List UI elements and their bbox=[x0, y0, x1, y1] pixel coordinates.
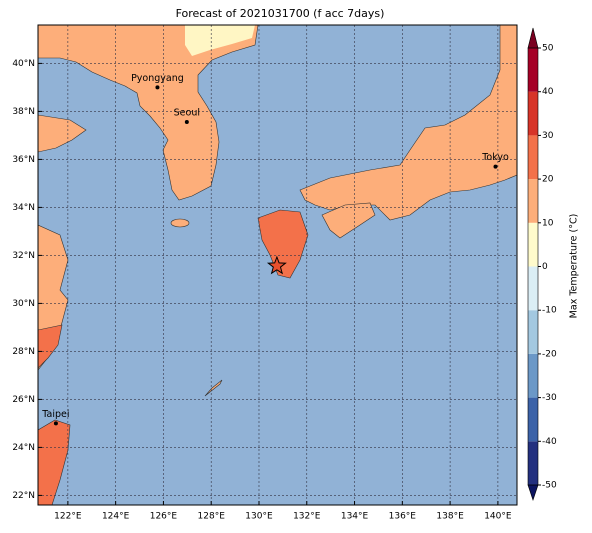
colorbar-bin bbox=[528, 266, 538, 311]
colorbar-bin bbox=[528, 179, 538, 223]
shikoku bbox=[321, 202, 376, 239]
colorbar-tick-label: 10 bbox=[542, 218, 554, 228]
lon-tick-label: 124°E bbox=[102, 512, 130, 522]
shandong bbox=[38, 114, 87, 153]
lat-tick-label: 40°N bbox=[12, 59, 35, 69]
colorbar-label: Max Temperature (°C) bbox=[569, 214, 580, 319]
lat-tick-label: 32°N bbox=[12, 251, 35, 261]
colorbar-bin bbox=[528, 135, 538, 180]
city-label: Seoul bbox=[174, 107, 200, 118]
okinawa bbox=[204, 379, 223, 397]
lat-tick-label: 24°N bbox=[12, 443, 35, 453]
city-dot bbox=[493, 164, 498, 169]
graticule bbox=[38, 25, 517, 505]
colorbar-bin bbox=[528, 91, 538, 136]
lon-tick-label: 128°E bbox=[198, 512, 226, 522]
lon-tick-label: 134°E bbox=[341, 512, 369, 522]
city-label: Taipei bbox=[41, 409, 69, 420]
colorbar-tick-label: -30 bbox=[542, 393, 557, 403]
colorbar-tick-label: -40 bbox=[542, 437, 557, 447]
lon-tick-label: 132°E bbox=[293, 512, 321, 522]
lon-tick-label: 130°E bbox=[245, 512, 273, 522]
lon-tick-label: 140°E bbox=[484, 512, 512, 522]
colorbar-bin bbox=[528, 222, 538, 267]
colorbar-tick-label: -50 bbox=[542, 481, 557, 491]
colorbar-bin bbox=[528, 353, 538, 398]
lat-tick-label: 28°N bbox=[12, 347, 35, 357]
colorbar-tick-label: -20 bbox=[542, 349, 557, 359]
china-coast-warm bbox=[38, 324, 63, 369]
city-dot bbox=[155, 85, 160, 90]
overlay: 122°E 124°E 126°E 128°E 130°E 132°E 134°E 136°E… bbox=[12, 27, 580, 522]
colorbar-tick-label: -10 bbox=[542, 306, 557, 316]
lon-tick-label: 122°E bbox=[54, 512, 82, 522]
colorbar-tick-label: 30 bbox=[542, 131, 554, 141]
colorbar-tick-label: 20 bbox=[542, 175, 554, 185]
map-area bbox=[38, 25, 517, 505]
city-label: Tokyo bbox=[481, 152, 509, 163]
cool-patch bbox=[185, 25, 255, 56]
kyushu bbox=[257, 209, 309, 279]
lat-tick-label: 26°N bbox=[12, 395, 35, 405]
city-dot bbox=[53, 421, 58, 426]
lon-tick-label: 136°E bbox=[389, 512, 417, 522]
colorbar-tick-label: 40 bbox=[542, 87, 554, 97]
title: Forecast of 2021031700 (f acc 7days) bbox=[176, 7, 385, 20]
city-label: Pyongyang bbox=[131, 73, 184, 84]
lon-tick-label: 126°E bbox=[150, 512, 178, 522]
lat-tick-label: 38°N bbox=[12, 107, 35, 117]
taiwan bbox=[38, 419, 71, 505]
city-dot bbox=[184, 119, 189, 124]
colorbar-bin bbox=[528, 397, 538, 442]
lon-tick-label: 138°E bbox=[436, 512, 464, 522]
colorbar-bin bbox=[528, 48, 538, 92]
location-star bbox=[266, 255, 287, 275]
mainland-korea bbox=[38, 25, 259, 201]
lat-tick-label: 36°N bbox=[12, 155, 35, 165]
map-frame bbox=[37, 24, 518, 506]
colorbar-over bbox=[527, 27, 539, 49]
colorbar-tick-label: 50 bbox=[542, 44, 554, 54]
colorbar-tick-label: 0 bbox=[542, 262, 548, 272]
colorbar-bin bbox=[528, 441, 538, 485]
lat-tick-label: 22°N bbox=[12, 491, 35, 501]
lat-tick-label: 30°N bbox=[12, 299, 35, 309]
colorbar-bin bbox=[528, 310, 538, 354]
colorbar-under bbox=[527, 484, 539, 501]
lat-tick-label: 34°N bbox=[12, 203, 35, 213]
jeju bbox=[170, 218, 190, 228]
